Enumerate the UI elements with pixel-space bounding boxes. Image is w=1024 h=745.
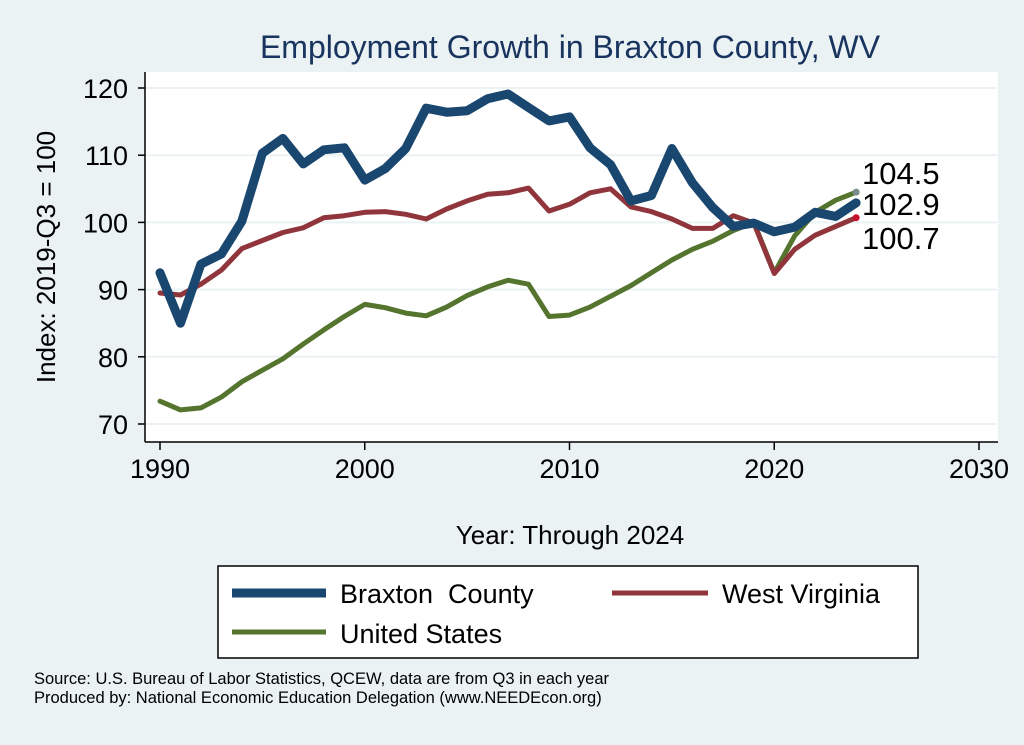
y-tick-label: 120 [83,74,128,104]
y-tick-label: 100 [83,208,128,238]
end-marker [852,188,860,196]
end-value-label: 102.9 [862,187,940,222]
y-axis-label: Index: 2019-Q3 = 100 [31,131,61,383]
chart-title: Employment Growth in Braxton County, WV [260,29,881,65]
source-line: Source: U.S. Bureau of Labor Statistics,… [34,670,610,688]
legend-label-us: United States [340,619,502,649]
axes: 70 80 90 100 110 120 1990 2000 2010 2020 2030 [83,72,1009,484]
plot-area [145,72,998,442]
series-braxton-line [155,89,861,328]
y-tick-label: 70 [98,410,128,440]
y-tick-label: 80 [98,343,128,373]
end-marker [852,214,860,222]
producer-line: Produced by: National Economic Education… [34,689,602,707]
legend: Braxton County West Virginia United Stat… [217,565,919,659]
x-tick-label: 2020 [744,454,804,484]
x-axis-label: Year: Through 2024 [456,520,684,550]
end-value-label: 100.7 [862,221,940,256]
y-tick-label: 110 [85,141,128,171]
series-wv-line [157,185,859,298]
x-tick-label: 2000 [335,454,395,484]
x-tick-label: 2010 [539,454,599,484]
legend-label-wv: West Virginia [722,579,881,609]
end-value-label: 104.5 [862,156,940,191]
source-note: Source: U.S. Bureau of Labor Statistics,… [34,670,609,708]
end-marker [852,199,860,207]
x-tick-label: 1990 [130,454,190,484]
series-lines [155,89,861,413]
x-tick-label: 2030 [949,454,1009,484]
legend-label-braxton: Braxton County [340,579,534,609]
y-tick-label: 90 [98,276,128,306]
